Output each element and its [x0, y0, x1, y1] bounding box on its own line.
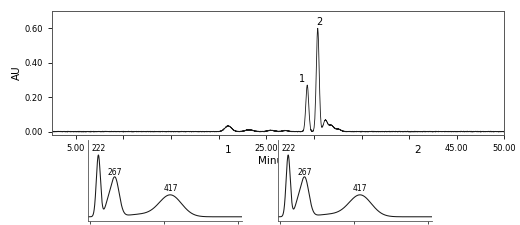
Text: 267: 267: [108, 168, 122, 177]
Y-axis label: AU: AU: [11, 66, 22, 81]
X-axis label: Minutes: Minutes: [257, 156, 299, 166]
Text: 267: 267: [297, 168, 312, 177]
Text: 2: 2: [317, 17, 323, 27]
Text: 417: 417: [163, 184, 178, 193]
Text: 2: 2: [414, 145, 421, 155]
Text: 222: 222: [281, 144, 295, 153]
Text: 1: 1: [225, 145, 231, 155]
Text: 222: 222: [91, 144, 106, 153]
Text: 1: 1: [300, 74, 306, 84]
Text: 417: 417: [353, 184, 368, 193]
